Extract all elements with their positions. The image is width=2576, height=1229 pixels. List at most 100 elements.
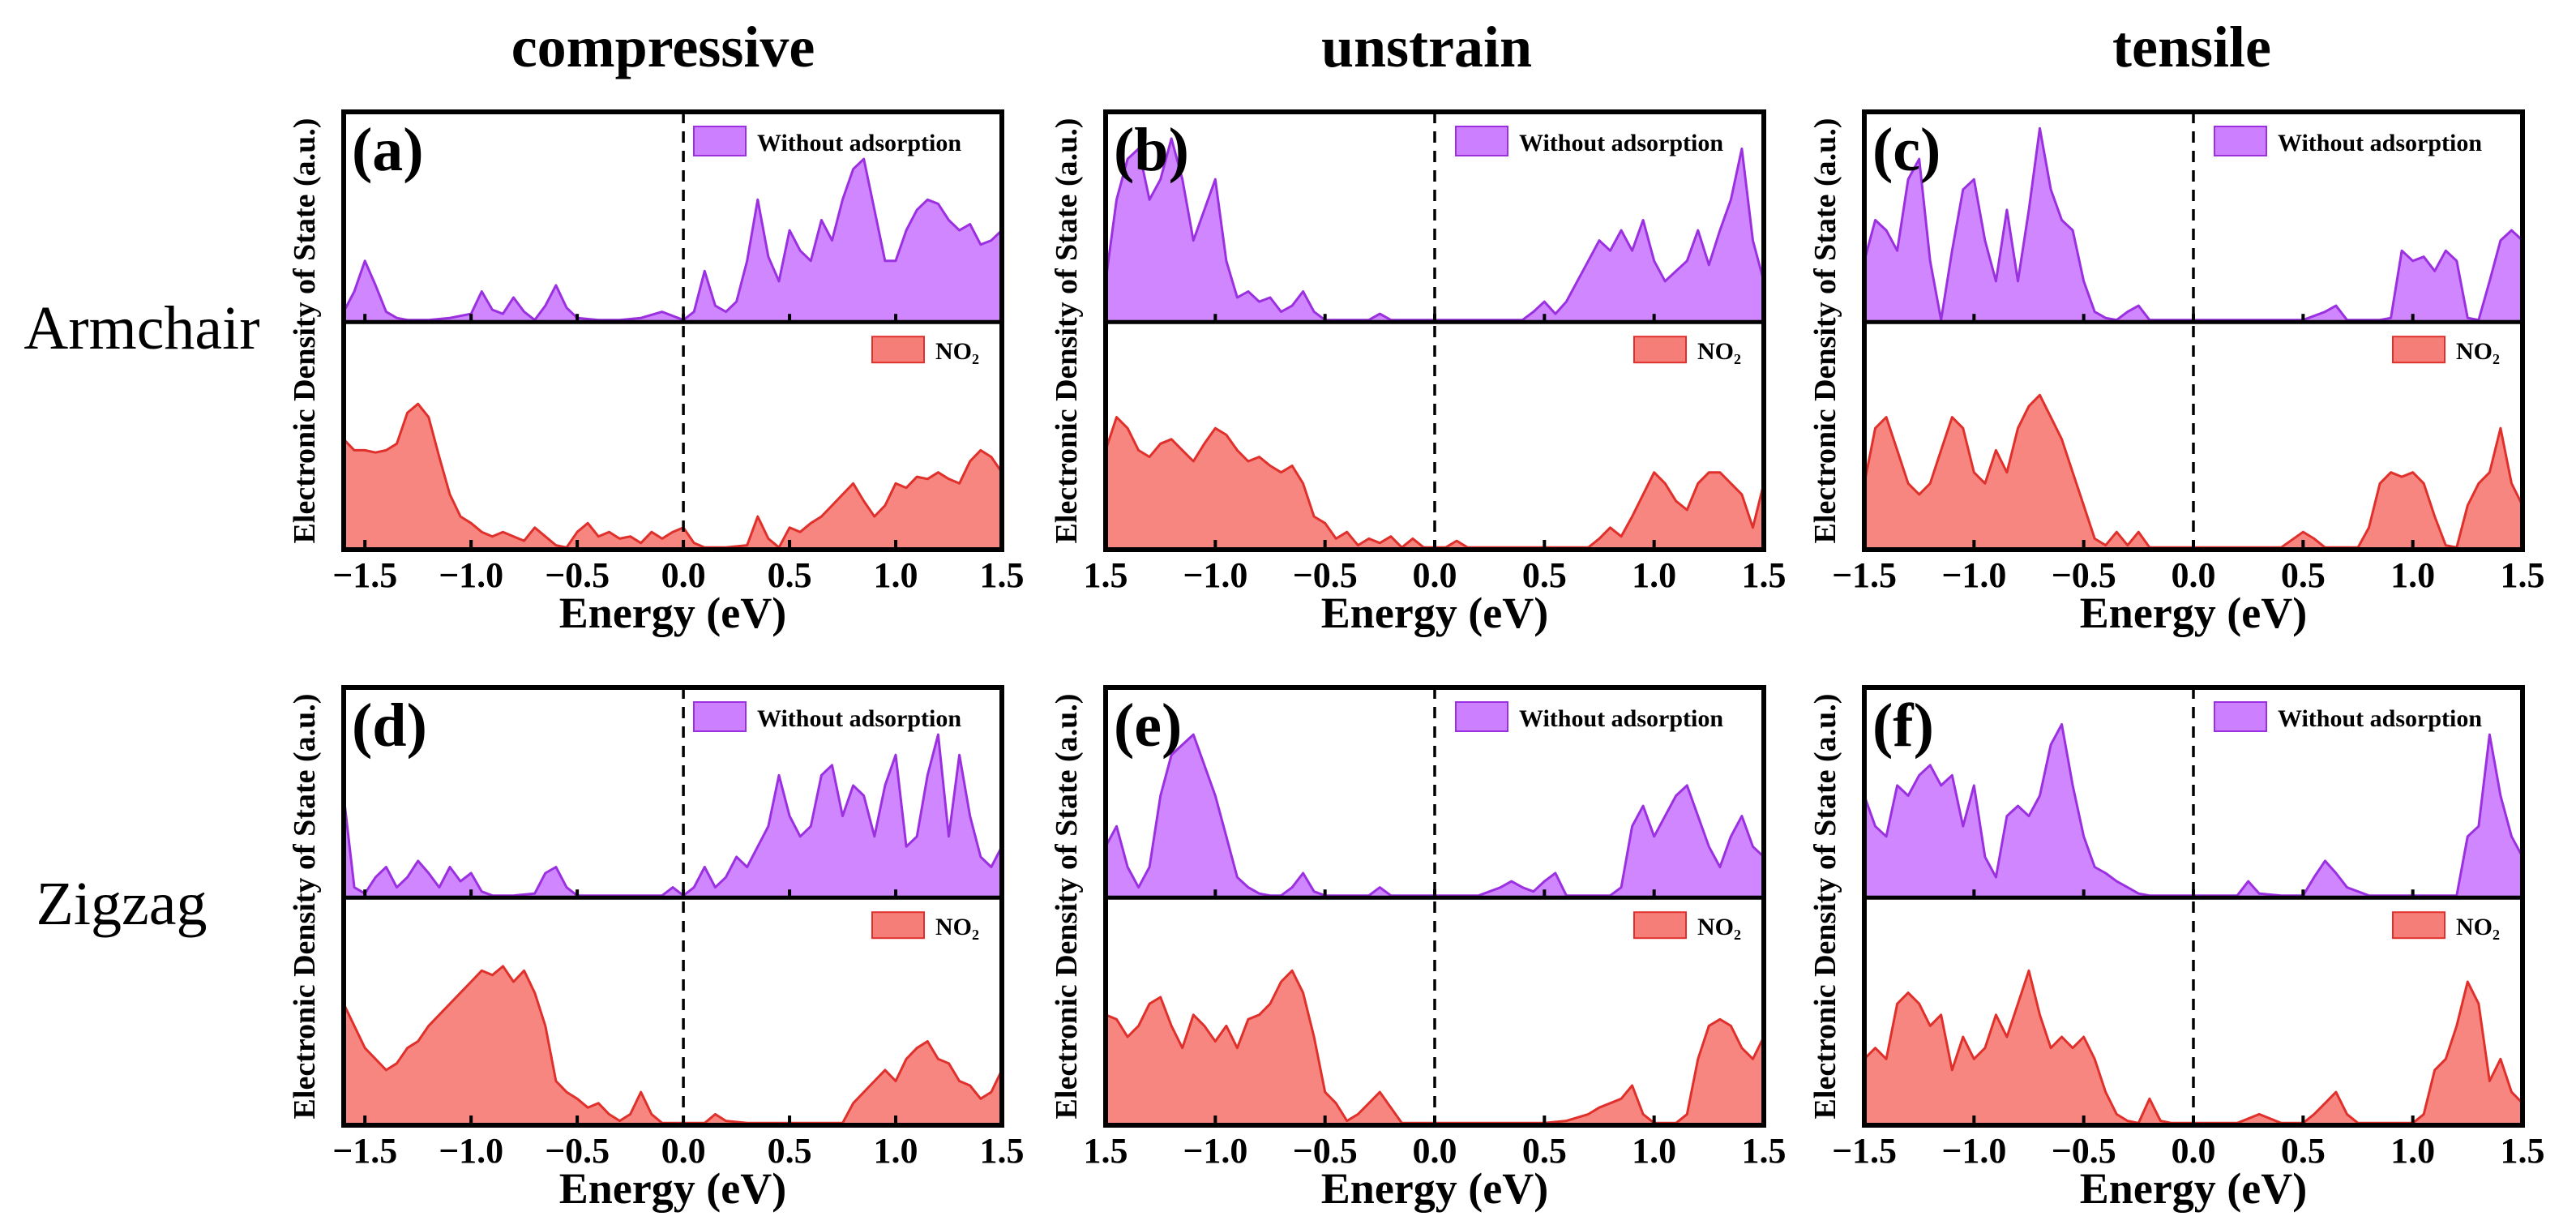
x-tick-label-b-4: 0.5 [1522,555,1567,595]
x-axis-label-f: Energy (eV) [2080,1164,2307,1213]
x-tick-label-a-0: −1.5 [332,555,397,595]
dos-area-without-a [344,159,1002,323]
legend-swatch-no2-a [871,336,925,364]
x-tick-label-d-3: 0.0 [661,1131,706,1171]
dos-area-without-f [1864,724,2523,898]
legend-label-no2-c: NO₂ [2456,338,2500,365]
x-tick-label-f-5: 1.0 [2390,1131,2435,1171]
legend-label-no2-d: NO₂ [935,914,979,940]
legend-label-without-a: Without adsorption [757,130,961,156]
x-tick-label-f-3: 0.0 [2172,1131,2216,1171]
dos-area-without-c [1864,128,2523,323]
panel-a: −1.5 −1.0 −0.5 0.0 0.5 1.0 1.5 Energy (eV) Elect… [288,109,1025,637]
dos-area-without-e [1106,734,1764,898]
x-tick-label-a-6: 1.5 [980,555,1025,595]
dos-line-without-d [344,733,1002,897]
dos-line-without-a [344,157,1002,322]
x-tick-label-b-5: 1.0 [1632,555,1676,595]
legend-label-no2-b: NO₂ [1697,338,1741,365]
y-axis-label-a: Electronic Density of State (a.u.) [288,118,322,544]
x-tick-label-c-5: 1.0 [2390,555,2435,595]
x-tick-label-d-0: −1.5 [332,1131,397,1171]
panel-letter-f: (f) [1872,692,1934,760]
dos-area-no2-e [1106,970,1764,1125]
legend-label-no2-f: NO₂ [2456,914,2500,940]
legend-swatch-without-c [2214,126,2267,156]
x-axis-label-b: Energy (eV) [1321,589,1548,637]
legend-label-without-e: Without adsorption [1519,705,1723,732]
x-tick-label-e-1: −1.0 [1183,1131,1247,1171]
x-axis-label-c: Energy (eV) [2080,589,2307,637]
legend-label-without-b: Without adsorption [1519,130,1723,156]
x-tick-label-e-3: 0.0 [1413,1131,1457,1171]
panel-letter-b: (b) [1114,116,1189,184]
x-tick-label-d-4: 0.5 [768,1131,812,1171]
x-tick-label-f-6: 1.5 [2501,1131,2545,1171]
legend-label-no2-a: NO₂ [935,338,979,365]
legend-swatch-no2-b [1633,336,1687,364]
panel-e: 1.5 −1.0 −0.5 0.0 0.5 1.0 1.5 Energy (eV) Electr… [1050,685,1787,1213]
legend-label-without-c: Without adsorption [2278,130,2482,156]
x-tick-label-e-4: 0.5 [1522,1131,1567,1171]
x-tick-label-f-1: −1.0 [1941,1131,2006,1171]
dos-area-without-d [344,734,1002,898]
x-tick-label-a-5: 1.0 [874,555,918,595]
dos-area-no2-b [1106,417,1764,550]
x-tick-label-b-1: −1.0 [1183,555,1247,595]
legend-swatch-without-b [1455,126,1508,156]
dos-line-without-c [1864,126,2523,322]
legend-swatch-no2-d [871,911,925,940]
x-tick-label-b-3: 0.0 [1413,555,1457,595]
x-tick-label-c-1: −1.0 [1941,555,2006,595]
x-tick-label-c-2: −0.5 [2052,555,2116,595]
x-tick-label-d-5: 1.0 [874,1131,918,1171]
x-tick-label-b-0: 1.5 [1084,555,1128,595]
x-tick-label-f-0: −1.5 [1832,1131,1897,1171]
panel-letter-a: (a) [352,116,424,184]
x-tick-label-b-2: −0.5 [1293,555,1358,595]
dos-area-no2-a [344,404,1002,550]
panel-letter-e: (e) [1114,692,1182,760]
x-tick-label-b-6: 1.5 [1742,555,1787,595]
x-tick-label-a-4: 0.5 [768,555,812,595]
y-axis-label-c: Electronic Density of State (a.u.) [1808,118,1842,544]
dos-line-no2-b [1106,416,1764,549]
y-axis-label-e: Electronic Density of State (a.u.) [1050,694,1084,1120]
panel-d: −1.5 −1.0 −0.5 0.0 0.5 1.0 1.5 Energy (eV) Elect… [288,685,1025,1213]
legend-swatch-without-e [1455,701,1508,732]
x-tick-label-c-3: 0.0 [2172,555,2216,595]
dos-line-no2-f [1864,969,2523,1124]
x-tick-label-d-2: −0.5 [545,1131,610,1171]
x-tick-label-a-2: −0.5 [545,555,610,595]
x-tick-label-e-6: 1.5 [1742,1131,1787,1171]
legend-swatch-no2-f [2392,911,2445,940]
x-tick-label-c-4: 0.5 [2281,555,2326,595]
x-tick-label-e-5: 1.0 [1632,1131,1676,1171]
column-title-tensile: tensile [2112,15,2271,79]
legend-swatch-no2-c [2392,336,2445,364]
x-axis-label-e: Energy (eV) [1321,1164,1548,1213]
panel-c: −1.5 −1.0 −0.5 0.0 0.5 1.0 1.5 Energy (eV) Elect… [1808,109,2545,637]
dos-area-no2-d [344,966,1002,1125]
row-label-armchair: Armchair [24,294,259,362]
legend-label-no2-e: NO₂ [1697,914,1741,940]
plot-frame-a [341,109,1004,552]
dos-area-no2-c [1864,395,2523,550]
dos-area-without-b [1106,138,1764,323]
panel-b: 1.5 −1.0 −0.5 0.0 0.5 1.0 1.5 Energy (eV) Electr… [1050,109,1787,637]
column-title-compressive: compressive [511,15,815,79]
panel-letter-c: (c) [1872,116,1941,184]
x-tick-label-c-0: −1.5 [1832,555,1897,595]
x-tick-label-f-4: 0.5 [2281,1131,2326,1171]
legend-label-without-f: Without adsorption [2278,705,2482,732]
row-label-zigzag: Zigzag [36,870,207,938]
panel-letter-d: (d) [352,692,427,760]
x-tick-label-e-0: 1.5 [1084,1131,1128,1171]
x-tick-label-a-3: 0.0 [661,555,706,595]
y-axis-label-d: Electronic Density of State (a.u.) [288,694,322,1120]
x-tick-label-d-6: 1.5 [980,1131,1025,1171]
dos-line-no2-a [344,402,1002,549]
x-tick-label-c-6: 1.5 [2501,555,2545,595]
x-axis-label-a: Energy (eV) [559,589,786,637]
